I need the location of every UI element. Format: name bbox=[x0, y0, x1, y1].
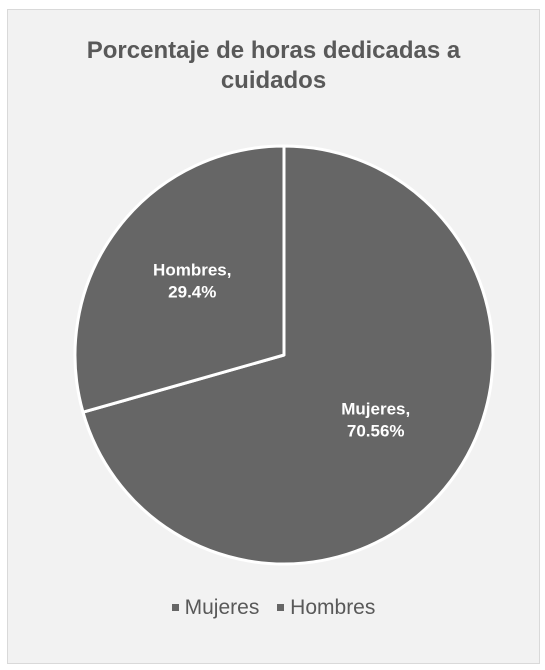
data-label-name-mujeres: Mujeres, bbox=[341, 399, 410, 418]
chart-area: Porcentaje de horas dedicadas a cuidados… bbox=[7, 9, 540, 664]
pie-chart: Mujeres, 70.56% Hombres, 29.4% bbox=[73, 144, 495, 566]
pie-slices bbox=[73, 144, 495, 566]
data-label-hombres: Hombres, 29.4% bbox=[153, 261, 231, 302]
pie-slice-mujeres bbox=[81, 144, 495, 566]
legend-item-mujeres: Mujeres bbox=[171, 595, 260, 620]
legend-swatch-hombres bbox=[277, 604, 285, 611]
legend: Mujeres Hombres bbox=[8, 593, 539, 620]
legend-label-mujeres: Mujeres bbox=[184, 595, 260, 619]
legend-label-hombres: Hombres bbox=[290, 595, 376, 619]
legend-item-hombres: Hombres bbox=[277, 596, 375, 620]
pie-slice-hombres bbox=[73, 144, 286, 414]
data-label-value-mujeres: 70.56% bbox=[347, 421, 405, 440]
data-label-value-hombres: 29.4% bbox=[168, 283, 216, 302]
data-label-mujeres: Mujeres, 70.56% bbox=[341, 399, 410, 440]
pie-labels: Mujeres, 70.56% Hombres, 29.4% bbox=[153, 261, 410, 441]
data-label-name-hombres: Hombres, bbox=[153, 261, 231, 280]
chart-title: Porcentaje de horas dedicadas a cuidados bbox=[8, 36, 539, 96]
legend-swatch-mujeres bbox=[171, 604, 179, 611]
chart-title-text: Porcentaje de horas dedicadas a cuidados bbox=[86, 37, 461, 94]
